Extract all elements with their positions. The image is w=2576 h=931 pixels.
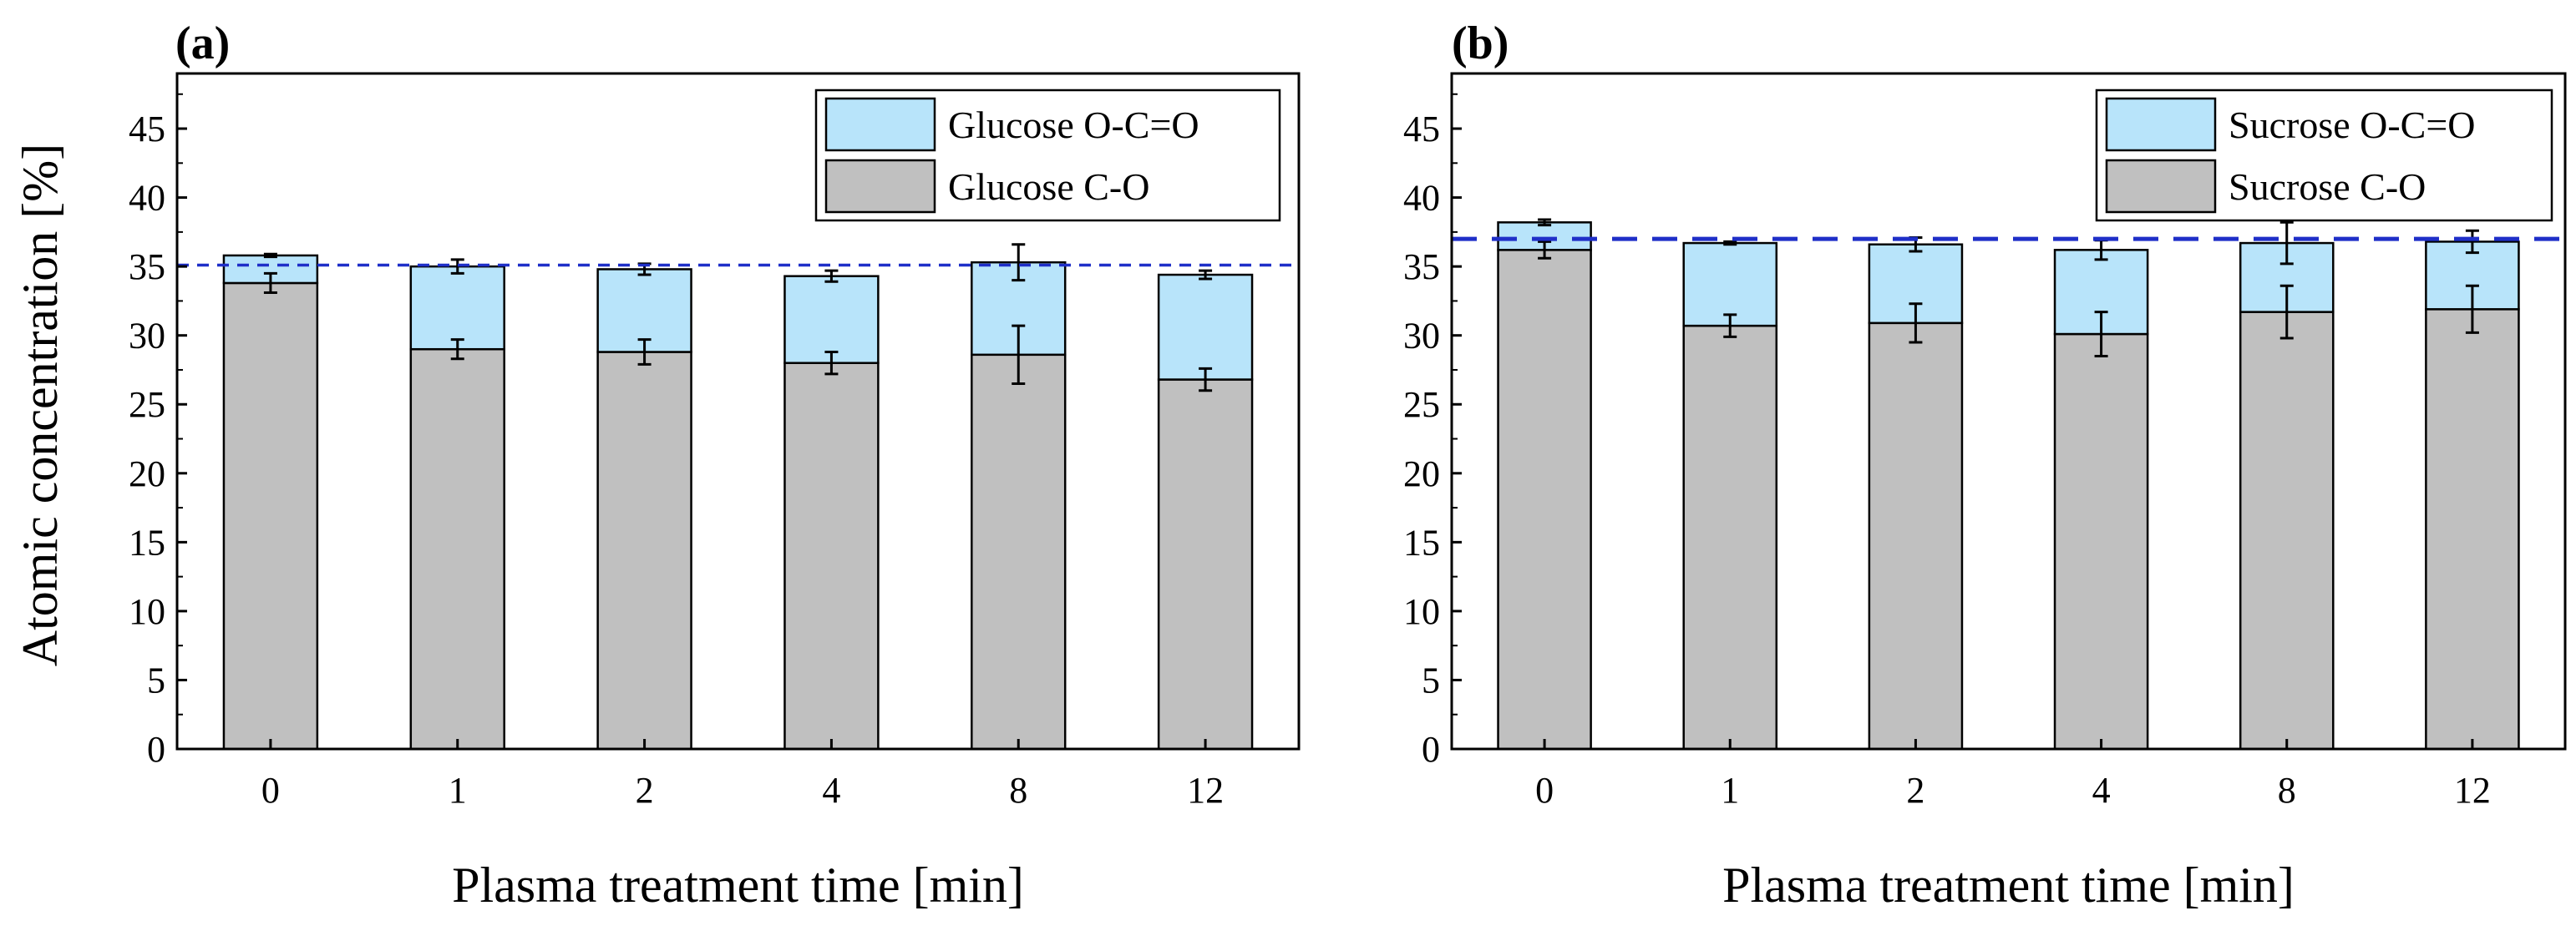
error-bar-co-b-4 [2094, 311, 2108, 357]
x-axis-label-a: Plasma treatment time [min] [452, 858, 1024, 913]
y-tick-label-b-25: 25 [1403, 384, 1440, 425]
x-tick-label-a-2: 2 [636, 770, 654, 811]
plot-frame-a [175, 72, 1301, 751]
error-bar-co-b-12 [2465, 284, 2479, 334]
x-axis-label-b: Plasma treatment time [min] [1722, 858, 2295, 913]
y-tick-label-b-35: 35 [1403, 246, 1440, 287]
bar-co-a-4 [783, 362, 880, 751]
y-tick-label-a-25: 25 [129, 384, 165, 425]
error-bar-co-b-2 [1909, 302, 1923, 344]
bar-co-b-12 [2425, 308, 2520, 751]
legend-swatch-co-a [824, 159, 936, 214]
legend-label-oco-a: Glucose O-C=O [948, 104, 1199, 146]
error-bar-co-a-4 [824, 351, 839, 376]
y-tick-label-b-5: 5 [1422, 660, 1440, 701]
bar-co-b-0 [1497, 249, 1592, 751]
bar-co-a-1 [409, 347, 505, 751]
legend-swatch-co-b [2105, 159, 2217, 214]
error-bar-co-a-8 [1012, 324, 1026, 385]
y-tick-label-a-30: 30 [129, 316, 165, 357]
y-tick-label-b-10: 10 [1403, 591, 1440, 632]
error-bar-co-a-0 [263, 271, 277, 295]
x-tick-label-a-8: 8 [1009, 770, 1027, 811]
error-bar-co-b-1 [1723, 313, 1737, 338]
x-tick-label-b-0: 0 [1535, 770, 1554, 811]
bar-co-a-0 [222, 281, 319, 751]
error-bar-co-a-2 [637, 338, 652, 366]
legend-label-co-a: Glucose C-O [948, 165, 1149, 208]
legend-label-co-b: Sucrose C-O [2229, 165, 2426, 208]
bar-co-b-1 [1682, 324, 1778, 751]
panel-label-b: (b) [1452, 18, 1509, 69]
error-bar-oco-a-12 [1199, 269, 1213, 281]
legend-b: Sucrose O-C=O Sucrose C-O [2095, 89, 2553, 222]
y-tick-label-a-40: 40 [129, 178, 165, 219]
error-bar-oco-b-8 [2279, 220, 2294, 266]
bar-co-a-2 [596, 351, 692, 751]
bar-co-b-4 [2053, 332, 2149, 751]
bar-co-a-12 [1157, 378, 1254, 751]
legend-swatch-oco-b [2105, 97, 2217, 152]
bar-co-a-8 [971, 353, 1067, 751]
y-tick-label-b-15: 15 [1403, 522, 1440, 563]
error-bar-co-a-1 [450, 338, 464, 361]
x-tick-label-b-2: 2 [1906, 770, 1924, 811]
x-tick-label-b-1: 1 [1721, 770, 1739, 811]
error-bar-co-b-0 [1538, 240, 1552, 260]
error-bar-oco-b-1 [1723, 240, 1737, 246]
bar-oco-b-1 [1682, 241, 1778, 327]
y-tick-label-a-15: 15 [129, 522, 165, 563]
error-bar-oco-a-8 [1012, 243, 1026, 282]
y-axis-label: Atomic concentration [%] [13, 144, 68, 666]
bar-oco-a-4 [783, 275, 880, 364]
y-tick-label-a-0: 0 [147, 729, 165, 770]
error-bar-oco-a-4 [824, 269, 839, 283]
y-tick-label-a-20: 20 [129, 453, 165, 494]
error-bar-co-a-12 [1199, 367, 1213, 392]
y-tick-label-b-40: 40 [1403, 178, 1440, 219]
bar-oco-a-12 [1157, 273, 1254, 381]
legend-a: Glucose O-C=O Glucose C-O [814, 89, 1281, 222]
x-tick-label-b-4: 4 [2092, 770, 2111, 811]
y-tick-label-a-5: 5 [147, 660, 165, 701]
x-tick-label-b-8: 8 [2278, 770, 2296, 811]
legend-swatch-oco-a [824, 97, 936, 152]
y-tick-label-a-45: 45 [129, 109, 165, 149]
y-tick-label-a-35: 35 [129, 246, 165, 287]
error-bar-co-b-8 [2279, 284, 2294, 340]
y-tick-label-b-30: 30 [1403, 316, 1440, 357]
error-bar-oco-a-1 [450, 258, 464, 275]
error-bar-oco-a-0 [263, 252, 277, 259]
x-tick-label-a-4: 4 [822, 770, 840, 811]
y-tick-label-b-45: 45 [1403, 109, 1440, 149]
y-tick-label-b-20: 20 [1403, 453, 1440, 494]
y-tick-label-b-0: 0 [1422, 729, 1440, 770]
bar-co-b-8 [2239, 311, 2335, 751]
panel-label-a: (a) [175, 18, 230, 69]
error-bar-oco-b-0 [1538, 218, 1552, 227]
bar-co-b-2 [1868, 321, 1964, 751]
x-tick-label-b-12: 12 [2454, 770, 2491, 811]
x-tick-label-a-0: 0 [261, 770, 280, 811]
y-tick-label-a-10: 10 [129, 591, 165, 632]
bar-oco-a-1 [409, 265, 505, 351]
bar-oco-a-2 [596, 268, 692, 353]
plot-frame-b [1450, 72, 2567, 751]
error-bar-oco-b-12 [2465, 229, 2479, 255]
x-tick-label-a-12: 12 [1187, 770, 1224, 811]
legend-label-oco-b: Sucrose O-C=O [2229, 104, 2476, 146]
x-tick-label-a-1: 1 [449, 770, 467, 811]
